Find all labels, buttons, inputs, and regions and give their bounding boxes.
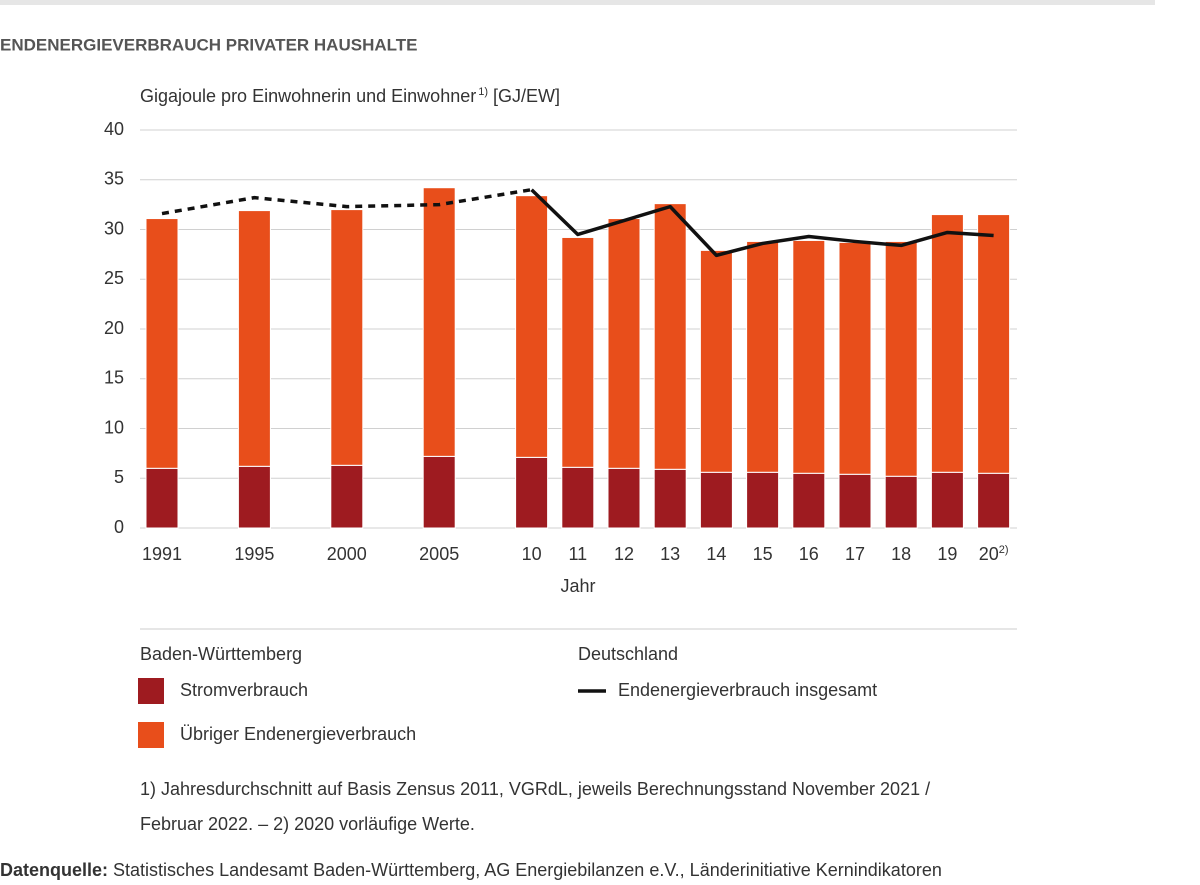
- legend-label: Stromverbrauch: [180, 680, 308, 700]
- x-tick-label: 2000: [327, 544, 367, 564]
- x-tick-text: 1995: [234, 544, 274, 564]
- bar-segment: [977, 472, 1011, 529]
- legend-swatch: [138, 722, 164, 748]
- x-tick-label: 17: [845, 544, 865, 564]
- bar-segment: [237, 210, 271, 467]
- bar-segment: [930, 214, 964, 473]
- bar-segment: [607, 467, 641, 529]
- bar-segment: [515, 456, 549, 529]
- bar-segment: [884, 475, 918, 529]
- footnote: Februar 2022. – 2) 2020 vorläufige Werte…: [140, 814, 475, 834]
- y-tick-label: 20: [104, 318, 124, 338]
- bar-segment: [607, 218, 641, 469]
- x-tick-label: 10: [522, 544, 542, 564]
- y-axis-label: Gigajoule pro Einwohnerin und Einwohner 1…: [140, 86, 560, 106]
- bar-segment: [699, 471, 733, 529]
- x-tick-text: 16: [799, 544, 819, 564]
- source: Datenquelle: Statistisches Landesamt Bad…: [0, 860, 942, 880]
- legend-group-title: Baden-Württemberg: [140, 644, 302, 664]
- y-tick-label: 30: [104, 218, 124, 238]
- bar-segment: [792, 239, 826, 474]
- x-tick-text: 19: [937, 544, 957, 564]
- x-tick-label: 202): [979, 544, 1009, 564]
- x-tick-label: 2005: [419, 544, 459, 564]
- bar-segment: [930, 471, 964, 529]
- x-tick-text: 2005: [419, 544, 459, 564]
- x-tick-label: 11: [568, 544, 587, 564]
- bar-segment: [515, 195, 549, 458]
- bar-segment: [838, 473, 872, 529]
- bar-segment: [838, 241, 872, 475]
- x-tick-text: 10: [522, 544, 542, 564]
- bar-segment: [330, 209, 364, 466]
- line: [161, 187, 532, 216]
- footnote: 1) Jahresdurchschnitt auf Basis Zensus 2…: [140, 779, 930, 799]
- x-tick-label: 18: [891, 544, 911, 564]
- source-label: Datenquelle:: [0, 860, 108, 880]
- x-tick-label: 1995: [234, 544, 274, 564]
- bar-segment: [653, 203, 687, 470]
- bar-segment: [792, 472, 826, 529]
- x-tick-label: 1991: [142, 544, 182, 564]
- y-tick-label: 5: [114, 467, 124, 487]
- x-tick-label: 15: [753, 544, 773, 564]
- y-axis-label-text: Gigajoule pro Einwohnerin und Einwohner: [140, 86, 476, 106]
- bar-segment: [422, 187, 456, 457]
- x-tick-text: 11: [568, 544, 587, 564]
- x-tick-note: 2): [999, 544, 1009, 556]
- bar-segment: [145, 218, 179, 469]
- x-tick-text: 17: [845, 544, 865, 564]
- bar-segment: [561, 466, 595, 529]
- bar-segment: [746, 471, 780, 529]
- x-tick-text: 14: [706, 544, 726, 564]
- x-tick-text: 1991: [142, 544, 182, 564]
- y-tick-label: 35: [104, 169, 124, 189]
- y-tick-label: 0: [114, 517, 124, 537]
- y-tick-label: 10: [104, 417, 124, 437]
- x-tick-label: 19: [937, 544, 957, 564]
- x-tick-label: 12: [614, 544, 634, 564]
- top-bar: [0, 0, 1155, 5]
- bar-segment: [653, 468, 687, 529]
- legend-group-title: Deutschland: [578, 644, 678, 664]
- x-tick-label: 14: [706, 544, 726, 564]
- legend-label: Übriger Endenergieverbrauch: [180, 724, 416, 744]
- x-axis-label: Jahr: [560, 576, 595, 596]
- x-tick-label: 16: [799, 544, 819, 564]
- line: [530, 188, 994, 258]
- y-axis-label-note: 1): [478, 86, 488, 98]
- bar-segment: [561, 236, 595, 468]
- chart-title: ENDENERGIEVERBRAUCH PRIVATER HAUSHALTE: [0, 35, 417, 54]
- y-tick-label: 15: [104, 368, 124, 388]
- bar-segment: [699, 249, 733, 473]
- bar-segment: [237, 465, 271, 529]
- legend-swatch: [138, 678, 164, 704]
- bar-segment: [330, 464, 364, 529]
- legend-label: Endenergieverbrauch insgesamt: [618, 680, 877, 700]
- x-tick-text: 2000: [327, 544, 367, 564]
- y-axis-label-unit: [GJ/EW]: [488, 86, 560, 106]
- x-tick-label: 13: [660, 544, 680, 564]
- x-tick-text: 18: [891, 544, 911, 564]
- bar-segment: [746, 240, 780, 473]
- source-text: Statistisches Landesamt Baden-Württember…: [108, 860, 942, 880]
- bar-segment: [977, 214, 1011, 474]
- y-tick-label: 40: [104, 119, 124, 139]
- bar-segment: [422, 455, 456, 529]
- x-tick-text: 20: [979, 544, 999, 564]
- y-tick-label: 25: [104, 268, 124, 288]
- bar-segment: [884, 240, 918, 477]
- x-tick-text: 12: [614, 544, 634, 564]
- x-tick-text: 15: [753, 544, 773, 564]
- bar-segment: [145, 467, 179, 529]
- x-tick-text: 13: [660, 544, 680, 564]
